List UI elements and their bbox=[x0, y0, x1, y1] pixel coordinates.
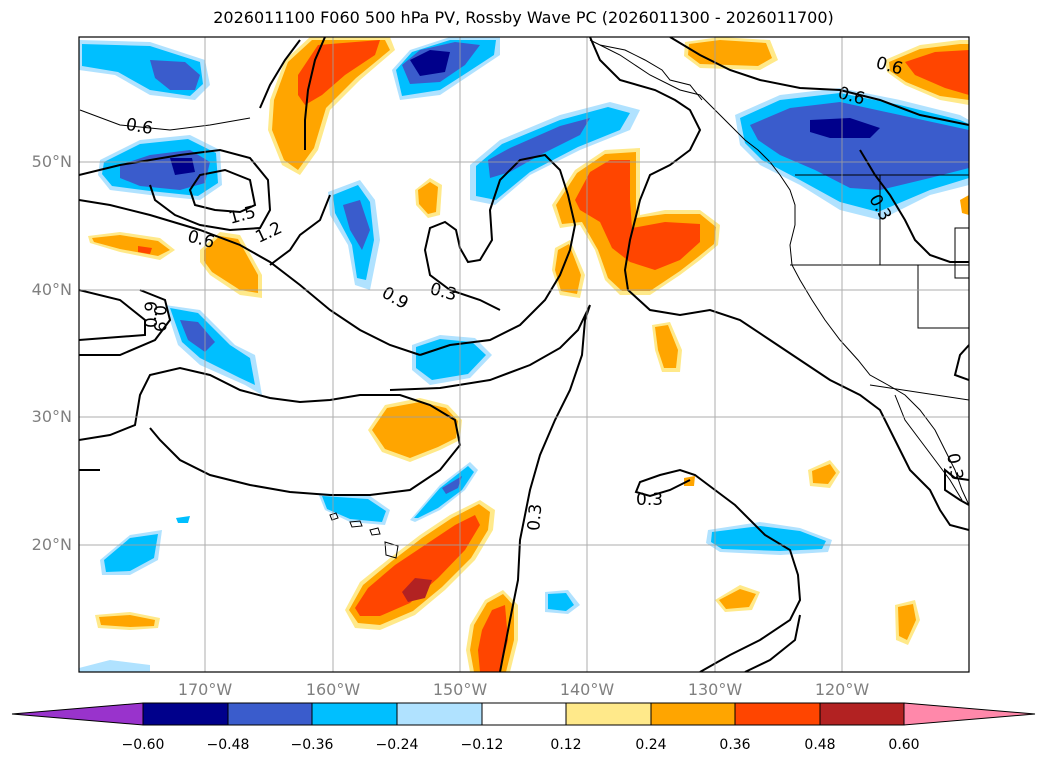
colorbar-tick-label: −0.36 bbox=[290, 737, 334, 753]
contour-label: 0.3 bbox=[636, 490, 663, 510]
colorbar-tick-label: 0.12 bbox=[550, 737, 582, 753]
map-content: 0.6 1.5 1.2 0.6 0.9 0.3 0.9 0.9 0.3 0.3 … bbox=[79, 37, 969, 672]
lon-tick-label: 160°W bbox=[305, 680, 361, 699]
gridlines bbox=[79, 37, 969, 672]
contour-label: 0.3 bbox=[524, 503, 546, 532]
lon-tick-label: 170°W bbox=[177, 680, 233, 699]
map-title: 2026011100 F060 500 hPa PV, Rossby Wave … bbox=[213, 8, 834, 27]
colorbar-tick-label: −0.24 bbox=[375, 737, 419, 753]
lat-tick-label: 50°N bbox=[31, 152, 72, 171]
contour-label: 0.9 bbox=[142, 301, 162, 328]
negative-anomaly-blobs bbox=[79, 37, 969, 672]
contour-label: 0.3 bbox=[942, 452, 966, 482]
contour-label: 0.9 bbox=[149, 305, 169, 332]
pv-contours bbox=[79, 37, 969, 672]
colorbar-tick-label: 0.60 bbox=[888, 737, 920, 753]
lat-tick-label: 20°N bbox=[31, 535, 72, 554]
colorbar-tick-label: 0.36 bbox=[719, 737, 751, 753]
lon-tick-label: 150°W bbox=[432, 680, 488, 699]
colorbar-tick-label: 0.48 bbox=[804, 737, 836, 753]
colorbar bbox=[11, 702, 1036, 726]
lat-tick-label: 40°N bbox=[31, 280, 72, 299]
lon-tick-label: 140°W bbox=[559, 680, 615, 699]
lon-tick-label: 120°W bbox=[814, 680, 870, 699]
colorbar-tick-label: −0.48 bbox=[206, 737, 250, 753]
colorbar-tick-label: 0.24 bbox=[635, 737, 667, 753]
lon-tick-label: 130°W bbox=[687, 680, 743, 699]
map-frame bbox=[78, 36, 970, 673]
colorbar-tick-label: −0.60 bbox=[121, 737, 165, 753]
positive-anomaly-blobs bbox=[88, 37, 969, 672]
colorbar-tick-label: −0.12 bbox=[460, 737, 504, 753]
contour-label: 0.6 bbox=[124, 115, 154, 139]
lat-tick-label: 30°N bbox=[31, 407, 72, 426]
